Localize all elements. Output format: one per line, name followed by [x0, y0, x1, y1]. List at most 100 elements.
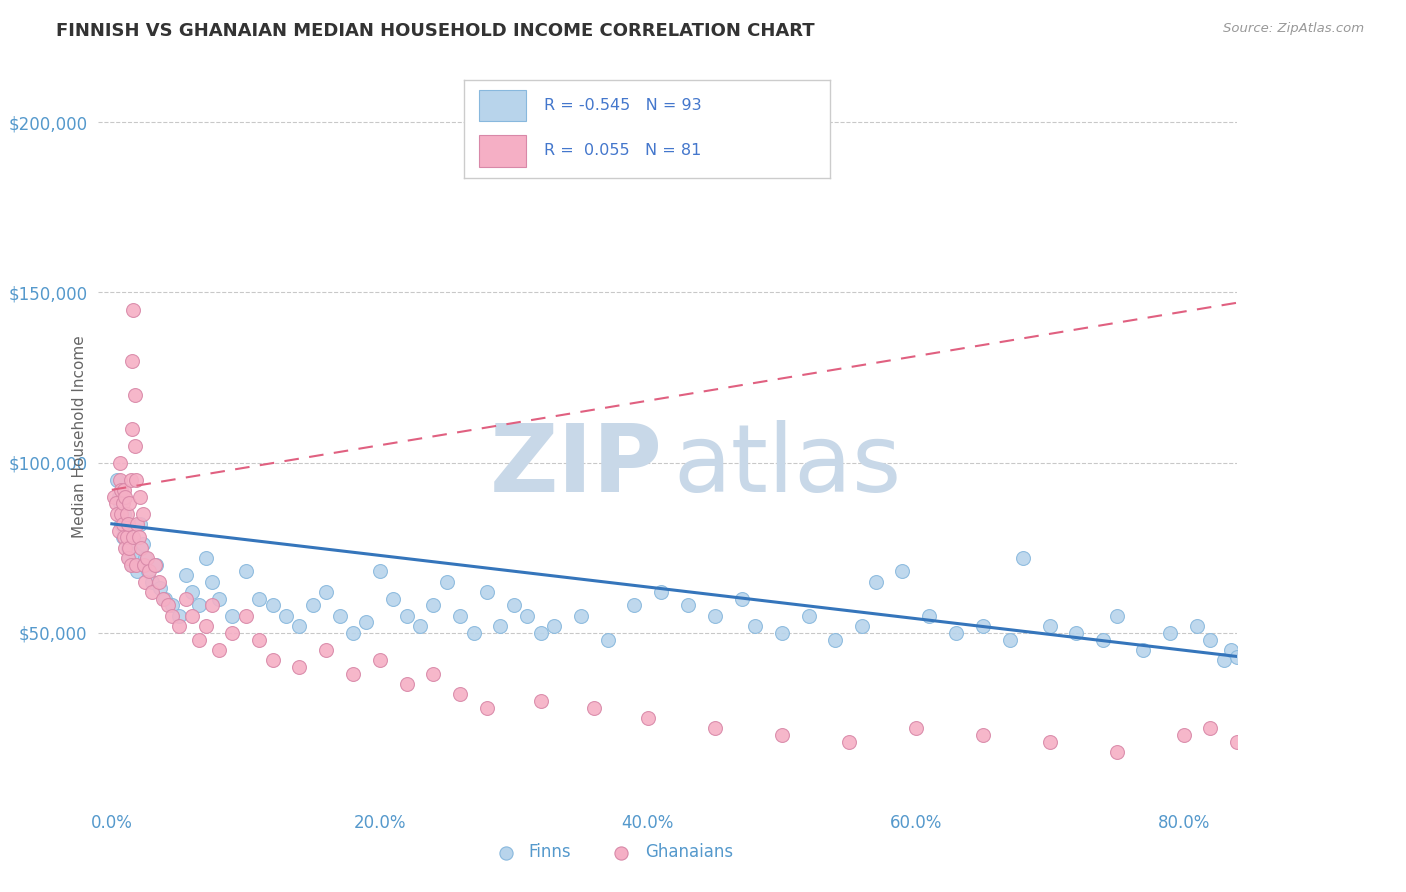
- Point: [1105, 608, 1128, 623]
- Legend: Finns, Ghanaians: Finns, Ghanaians: [482, 837, 740, 868]
- Point: [114, 524, 136, 538]
- Point: [463, 625, 485, 640]
- Point: [342, 625, 364, 640]
- Point: [1219, 642, 1241, 657]
- Point: [115, 507, 138, 521]
- Point: [824, 632, 846, 647]
- Point: [148, 574, 170, 589]
- Point: [1279, 734, 1302, 748]
- Point: [1039, 734, 1062, 748]
- Point: [247, 632, 270, 647]
- Point: [208, 642, 231, 657]
- Point: [235, 608, 257, 623]
- Point: [449, 608, 471, 623]
- Point: [108, 456, 131, 470]
- Point: [105, 507, 128, 521]
- Point: [129, 516, 152, 531]
- Point: [797, 608, 820, 623]
- Point: [124, 387, 146, 401]
- Point: [167, 619, 190, 633]
- Point: [157, 599, 180, 613]
- Point: [1012, 550, 1035, 565]
- Point: [131, 507, 153, 521]
- Point: [117, 550, 139, 565]
- Point: [288, 619, 311, 633]
- Point: [569, 608, 592, 623]
- Point: [118, 550, 141, 565]
- Point: [112, 483, 135, 497]
- Point: [650, 585, 672, 599]
- Text: ZIP: ZIP: [489, 420, 662, 512]
- Point: [107, 524, 129, 538]
- Point: [395, 677, 418, 691]
- Point: [141, 585, 163, 599]
- Point: [489, 619, 512, 633]
- Text: R =  0.055   N = 81: R = 0.055 N = 81: [544, 144, 702, 159]
- Point: [174, 567, 197, 582]
- Text: FINNISH VS GHANAIAN MEDIAN HOUSEHOLD INCOME CORRELATION CHART: FINNISH VS GHANAIAN MEDIAN HOUSEHOLD INC…: [56, 22, 815, 40]
- Point: [121, 558, 143, 572]
- Point: [637, 711, 659, 725]
- Point: [103, 490, 125, 504]
- Point: [529, 625, 551, 640]
- Point: [1132, 642, 1154, 657]
- Point: [972, 728, 994, 742]
- Point: [118, 541, 141, 555]
- Point: [120, 473, 142, 487]
- Point: [262, 599, 284, 613]
- Point: [124, 439, 146, 453]
- Point: [131, 537, 153, 551]
- Point: [1173, 728, 1195, 742]
- Point: [409, 619, 432, 633]
- Point: [129, 490, 152, 504]
- Point: [274, 608, 297, 623]
- Point: [117, 541, 139, 555]
- Point: [865, 574, 887, 589]
- Point: [111, 531, 134, 545]
- Point: [121, 353, 143, 368]
- Point: [1212, 653, 1234, 667]
- Point: [149, 582, 172, 596]
- Point: [315, 585, 337, 599]
- Point: [288, 659, 311, 673]
- Point: [141, 574, 163, 589]
- Text: Source: ZipAtlas.com: Source: ZipAtlas.com: [1223, 22, 1364, 36]
- Point: [117, 516, 139, 531]
- Point: [127, 565, 149, 579]
- Text: R = -0.545   N = 93: R = -0.545 N = 93: [544, 98, 702, 112]
- Point: [110, 483, 132, 497]
- Point: [111, 496, 134, 510]
- Point: [770, 625, 793, 640]
- Point: [449, 687, 471, 701]
- Point: [127, 516, 149, 531]
- Point: [115, 531, 138, 545]
- Point: [114, 490, 136, 504]
- Point: [194, 550, 217, 565]
- Bar: [478, 136, 526, 167]
- Point: [744, 619, 766, 633]
- Point: [121, 421, 143, 435]
- Point: [972, 619, 994, 633]
- Point: [135, 550, 157, 565]
- Point: [125, 558, 148, 572]
- Point: [703, 721, 725, 735]
- Point: [262, 653, 284, 667]
- Point: [122, 302, 145, 317]
- Point: [111, 516, 134, 531]
- Point: [422, 666, 444, 681]
- Point: [104, 496, 127, 510]
- Point: [167, 608, 190, 623]
- Point: [145, 558, 167, 572]
- Point: [143, 558, 166, 572]
- Point: [1159, 625, 1181, 640]
- Point: [108, 473, 131, 487]
- Point: [422, 599, 444, 613]
- Point: [1185, 619, 1208, 633]
- Point: [382, 591, 405, 606]
- Point: [247, 591, 270, 606]
- Point: [918, 608, 941, 623]
- Point: [356, 615, 378, 630]
- Point: [112, 507, 135, 521]
- Point: [1267, 755, 1289, 769]
- Point: [583, 700, 606, 714]
